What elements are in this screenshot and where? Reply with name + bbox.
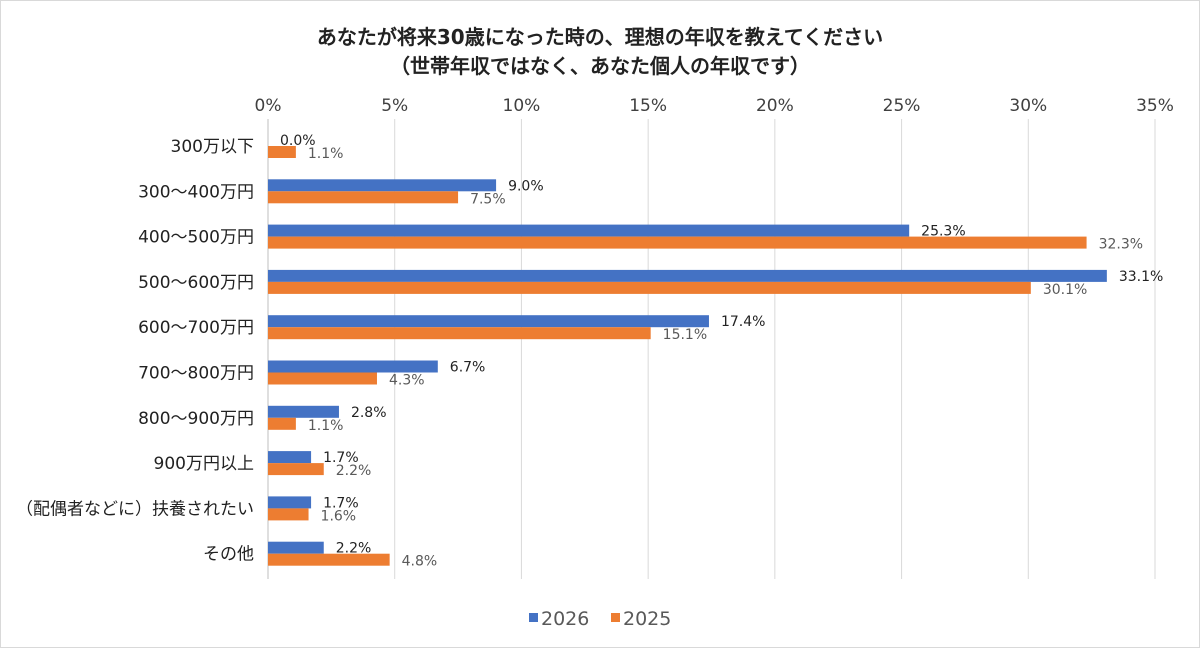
data-label-2025: 30.1%	[1043, 282, 1087, 298]
category-label: 800～900万円	[138, 409, 254, 429]
data-label-2025: 32.3%	[1099, 237, 1143, 253]
category-label: 700～800万円	[138, 364, 254, 384]
data-label-2025: 4.8%	[402, 554, 438, 570]
x-tick-label: 0%	[255, 96, 282, 116]
x-tick-label: 20%	[756, 96, 794, 116]
bar-2025	[268, 327, 651, 340]
data-label-2025: 4.3%	[389, 373, 425, 389]
bar-2025	[268, 417, 296, 430]
bar-2025	[268, 236, 1087, 249]
data-label-2026: 1.7%	[323, 495, 359, 511]
data-label-2025: 7.5%	[470, 191, 506, 207]
bar-2026	[268, 224, 910, 237]
data-label-2025: 1.6%	[321, 508, 357, 524]
bar-2025	[268, 553, 390, 566]
chart-title-line-2: （世帯年収ではなく、あなた個人の年収です）	[390, 54, 810, 78]
data-label-2026: 33.1%	[1119, 269, 1163, 285]
category-label: 300万以下	[171, 137, 254, 157]
bar-2026	[268, 405, 339, 418]
data-label-2026: 6.7%	[450, 360, 486, 376]
data-label-2026: 9.0%	[508, 178, 544, 194]
data-label-2025: 1.1%	[308, 146, 344, 162]
data-label-2026: 1.7%	[323, 450, 359, 466]
category-label: 400～500万円	[138, 228, 254, 248]
x-tick-label: 5%	[381, 96, 408, 116]
data-label-2025: 2.2%	[336, 463, 372, 479]
data-label-2025: 1.1%	[308, 418, 344, 434]
bar-2026	[268, 315, 709, 328]
x-tick-label: 10%	[503, 96, 541, 116]
data-label-2026: 2.8%	[351, 405, 387, 421]
bar-2025	[268, 463, 324, 476]
category-label: （配偶者などに）扶養されたい	[16, 499, 254, 519]
data-label-2026: 25.3%	[921, 224, 965, 240]
bar-2025	[268, 281, 1031, 294]
bar-2026	[268, 451, 312, 464]
data-label-2026: 17.4%	[721, 314, 765, 330]
category-label: 300～400万円	[138, 182, 254, 202]
category-label: その他	[203, 545, 254, 565]
x-tick-label: 35%	[1136, 96, 1174, 116]
legend-swatch-2025	[611, 613, 620, 622]
data-label-2026: 2.2%	[336, 541, 372, 557]
category-label: 500～600万円	[138, 273, 254, 293]
bar-2026	[268, 496, 312, 509]
bar-2025	[268, 191, 459, 204]
bar-2025	[268, 372, 377, 385]
bar-2026	[268, 360, 438, 373]
legend-label-2025: 2025	[623, 608, 671, 630]
category-label: 900万円以上	[154, 454, 254, 474]
bar-2026	[268, 541, 324, 554]
legend-label-2026: 2026	[541, 608, 589, 630]
data-label-2026: 0.0%	[280, 133, 316, 149]
category-label: 600～700万円	[138, 318, 254, 338]
x-tick-label: 25%	[883, 96, 921, 116]
x-tick-label: 15%	[629, 96, 667, 116]
chart-title-line-1: あなたが将来30歳になった時の、理想の年収を教えてください	[316, 25, 884, 49]
bar-2026	[268, 269, 1107, 282]
bar-2025	[268, 146, 296, 158]
legend-swatch-2026	[529, 613, 538, 622]
bar-2025	[268, 508, 309, 521]
bar-2026	[268, 179, 497, 192]
data-label-2025: 15.1%	[663, 327, 707, 343]
x-tick-label: 30%	[1009, 96, 1047, 116]
